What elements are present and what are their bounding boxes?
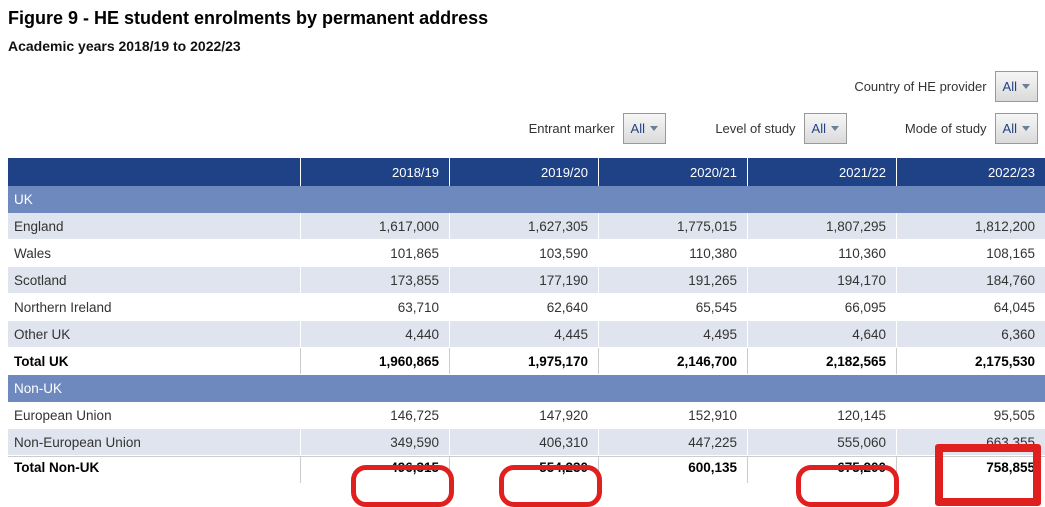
cell-value: 758,855 (896, 457, 1045, 483)
cell-value: 2,146,700 (598, 348, 747, 374)
chevron-down-icon (831, 126, 839, 131)
row-label: Scotland (14, 272, 67, 288)
cell-value: 1,775,015 (598, 213, 747, 239)
cell-value: 554,230 (449, 457, 598, 483)
cell-value: 1,807,295 (747, 213, 896, 239)
figure-title: Figure 9 - HE student enrolments by perm… (8, 8, 489, 28)
cell-value: 555,060 (747, 429, 896, 455)
table-header-year: 2018/19 (300, 158, 449, 186)
row-label: England (14, 218, 64, 234)
cell-value: 101,865 (300, 240, 449, 266)
filter-country-of-he-provider: Country of HE provider All (854, 71, 1038, 102)
table-header-year: 2020/21 (598, 158, 747, 186)
cell-value: 146,725 (300, 402, 449, 428)
cell-value: 194,170 (747, 267, 896, 293)
row-label: Non-European Union (14, 434, 141, 450)
total-non-uk-row: Total Non-UK 496,315 554,230 600,135 675… (8, 456, 1045, 483)
chevron-down-icon (650, 126, 658, 131)
cell-value: 110,360 (747, 240, 896, 266)
cell-value: 349,590 (300, 429, 449, 455)
cell-value: 496,315 (300, 457, 449, 483)
filter-country-label: Country of HE provider (854, 79, 987, 94)
table-header-year: 2019/20 (449, 158, 598, 186)
cell-value: 63,710 (300, 294, 449, 320)
filter-entrant-marker: Entrant marker All (529, 113, 666, 144)
cell-value: 110,380 (598, 240, 747, 266)
cell-value: 600,135 (598, 457, 747, 483)
table-header-year: 2022/23 (896, 158, 1045, 186)
table-row: European Union 146,725 147,920 152,910 1… (8, 402, 1045, 429)
filter-level-label: Level of study (715, 121, 796, 136)
row-label: European Union (14, 407, 112, 423)
cell-value: 4,640 (747, 321, 896, 347)
row-label: Other UK (14, 326, 71, 342)
figure-subtitle: Academic years 2018/19 to 2022/23 (8, 38, 241, 54)
cell-value: 675,200 (747, 457, 896, 483)
level-dropdown[interactable]: All (803, 113, 847, 144)
filter-entrant-label: Entrant marker (528, 121, 615, 136)
country-dropdown-value: All (1002, 79, 1017, 94)
cell-value: 152,910 (598, 402, 747, 428)
cell-value: 1,960,865 (300, 348, 449, 374)
table-row: Other UK 4,440 4,445 4,495 4,640 6,360 (8, 321, 1045, 348)
cell-value: 1,627,305 (449, 213, 598, 239)
cell-value: 4,495 (598, 321, 747, 347)
cell-value: 4,445 (449, 321, 598, 347)
mode-dropdown-value: All (1002, 121, 1017, 136)
cell-value: 406,310 (449, 429, 598, 455)
cell-value: 62,640 (449, 294, 598, 320)
cell-value: 65,545 (598, 294, 747, 320)
cell-value: 177,190 (449, 267, 598, 293)
table-row: Non-European Union 349,590 406,310 447,2… (8, 429, 1045, 456)
total-uk-row: Total UK 1,960,865 1,975,170 2,146,700 2… (8, 348, 1045, 375)
cell-value: 95,505 (896, 402, 1045, 428)
cell-value: 1,617,000 (300, 213, 449, 239)
filter-mode-of-study: Mode of study All (905, 113, 1038, 144)
table-header-empty (8, 158, 300, 186)
entrant-dropdown-value: All (630, 121, 645, 136)
table-row: Northern Ireland 63,710 62,640 65,545 66… (8, 294, 1045, 321)
table-row: Wales 101,865 103,590 110,380 110,360 10… (8, 240, 1045, 267)
cell-value: 447,225 (598, 429, 747, 455)
cell-value: 4,440 (300, 321, 449, 347)
cell-value: 6,360 (896, 321, 1045, 347)
enrolments-table: 2018/19 2019/20 2020/21 2021/22 2022/23 … (8, 158, 1045, 483)
cell-value: 173,855 (300, 267, 449, 293)
table-header-row: 2018/19 2019/20 2020/21 2021/22 2022/23 (8, 158, 1045, 186)
cell-value: 2,182,565 (747, 348, 896, 374)
cell-value: 120,145 (747, 402, 896, 428)
row-label: Northern Ireland (14, 299, 112, 315)
mode-dropdown[interactable]: All (994, 113, 1038, 144)
cell-value: 108,165 (896, 240, 1045, 266)
chevron-down-icon (1022, 84, 1030, 89)
level-dropdown-value: All (811, 121, 826, 136)
section-header-non-uk: Non-UK (8, 375, 1045, 402)
filter-level-of-study: Level of study All (715, 113, 847, 144)
cell-value: 1,812,200 (896, 213, 1045, 239)
cell-value: 66,095 (747, 294, 896, 320)
entrant-dropdown[interactable]: All (622, 113, 666, 144)
cell-value: 2,175,530 (896, 348, 1045, 374)
chevron-down-icon (1022, 126, 1030, 131)
cell-value: 184,760 (896, 267, 1045, 293)
table-row: England 1,617,000 1,627,305 1,775,015 1,… (8, 213, 1045, 240)
cell-value: 103,590 (449, 240, 598, 266)
row-label: Total UK (14, 353, 69, 369)
cell-value: 663,355 (896, 429, 1045, 455)
cell-value: 1,975,170 (449, 348, 598, 374)
cell-value: 64,045 (896, 294, 1045, 320)
cell-value: 147,920 (449, 402, 598, 428)
country-dropdown[interactable]: All (994, 71, 1038, 102)
row-label: Total Non-UK (14, 460, 100, 475)
table-row: Scotland 173,855 177,190 191,265 194,170… (8, 267, 1045, 294)
cell-value: 191,265 (598, 267, 747, 293)
row-label: Wales (14, 245, 52, 261)
table-header-year: 2021/22 (747, 158, 896, 186)
filter-mode-label: Mode of study (904, 121, 987, 136)
section-header-uk: UK (8, 186, 1045, 213)
